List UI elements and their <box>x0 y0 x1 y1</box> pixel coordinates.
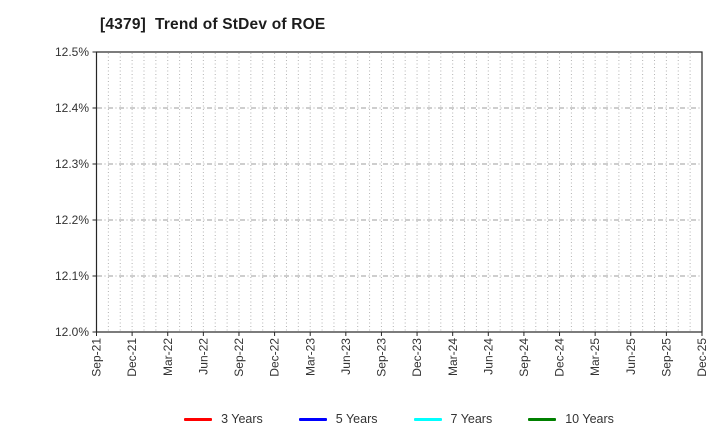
y-tick-label: 12.0% <box>55 325 89 339</box>
x-tick-label: Jun-22 <box>196 338 210 375</box>
y-tick-label: 12.1% <box>55 269 89 283</box>
x-tick-label: Sep-21 <box>90 338 104 377</box>
legend-label: 5 Years <box>335 411 378 426</box>
x-tick-label: Jun-25 <box>624 338 638 375</box>
x-tick-label: Mar-24 <box>446 338 460 376</box>
x-tick-label: Mar-23 <box>303 338 317 376</box>
x-tick-label: Mar-25 <box>588 338 602 376</box>
legend-item: 7 Years <box>413 411 493 426</box>
legend-label: 7 Years <box>450 411 493 426</box>
x-tick-label: Jun-23 <box>339 338 353 375</box>
x-tick-label: Sep-25 <box>659 338 673 377</box>
legend-item: 5 Years <box>298 411 378 426</box>
legend-line-swatch <box>298 417 327 421</box>
x-tick-label: Jun-24 <box>481 338 495 375</box>
legend-label: 3 Years <box>221 411 263 426</box>
x-tick-label: Mar-22 <box>161 338 175 376</box>
legend-line-swatch <box>413 417 442 421</box>
legend-label: 10 Years <box>565 411 614 426</box>
plot-border <box>95 51 703 333</box>
y-tick-label: 12.2% <box>55 213 89 227</box>
x-tick-label: Dec-21 <box>125 338 139 377</box>
legend-line-swatch <box>528 417 557 421</box>
x-tick-label: Dec-23 <box>410 338 424 377</box>
x-tick-label: Dec-25 <box>695 338 709 377</box>
y-tick-label: 12.4% <box>55 101 89 115</box>
x-tick-label: Dec-24 <box>553 338 567 377</box>
x-tick-label: Sep-23 <box>375 338 389 377</box>
x-tick-label: Sep-24 <box>517 338 531 377</box>
legend: 3 Years 5 Years 7 Years 10 Years <box>96 407 702 431</box>
chart-title: [4379] Trend of StDev of ROE <box>100 16 326 33</box>
legend-item: 10 Years <box>528 413 614 426</box>
y-tick-label: 12.5% <box>55 45 89 59</box>
y-tick-label: 12.3% <box>55 157 89 171</box>
legend-item: 3 Years <box>184 413 263 426</box>
x-tick-label: Sep-22 <box>232 338 246 377</box>
x-tick-label: Dec-22 <box>268 338 282 377</box>
legend-line-swatch <box>184 417 213 421</box>
plot-area: 12.0% 12.1% 12.2% 12.3% 12.4% 12.5% Sep-21 Dec-… <box>55 45 709 377</box>
